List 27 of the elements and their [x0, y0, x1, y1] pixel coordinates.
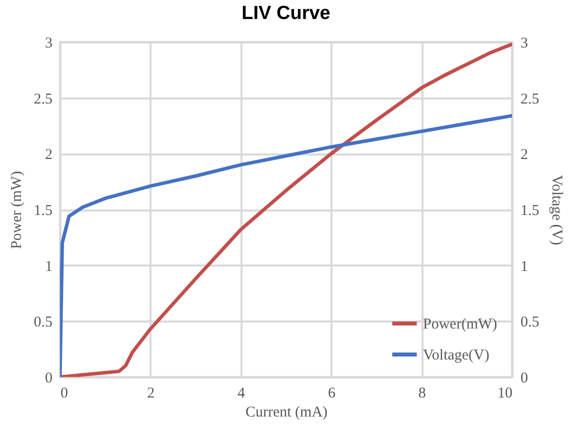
y2-tick-label: 0	[520, 370, 528, 386]
x-tick-label: 4	[238, 386, 246, 402]
y2-axis-title: Voltage (V)	[548, 174, 564, 246]
chart-title: LIV Curve	[242, 3, 330, 24]
y2-tick-label: 2.5	[520, 91, 540, 108]
x-tick-label: 8	[418, 386, 426, 402]
y-tick-label: 2.5	[34, 91, 52, 108]
x-tick-label: 0	[60, 386, 68, 402]
y2-tick-label: 0.5	[520, 314, 540, 331]
y-tick-label: 1.5	[34, 203, 52, 219]
y2-tick-label: 1.5	[520, 203, 540, 219]
y-tick-label: 0	[45, 370, 52, 386]
legend-label: Voltage(V)	[423, 348, 490, 364]
y-tick-label: 0.5	[34, 314, 52, 331]
y2-tick-label: 1	[520, 258, 528, 275]
y-tick-label: 2	[45, 147, 52, 164]
x-tick-label: 6	[328, 386, 336, 402]
y-tick-label: 1	[45, 258, 52, 275]
line-series	[60, 42, 512, 377]
y-axis-title: Power (mW)	[8, 171, 25, 249]
y2-tick-label: 3	[520, 36, 528, 52]
x-tick-label: 10	[498, 386, 512, 402]
y2-tick-label: 2	[520, 147, 528, 164]
x-axis-title: Current (mA)	[245, 404, 328, 420]
y-tick-label: 3	[45, 36, 52, 52]
x-tick-label: 2	[147, 386, 155, 402]
legend-label: Power(mW)	[423, 316, 498, 332]
